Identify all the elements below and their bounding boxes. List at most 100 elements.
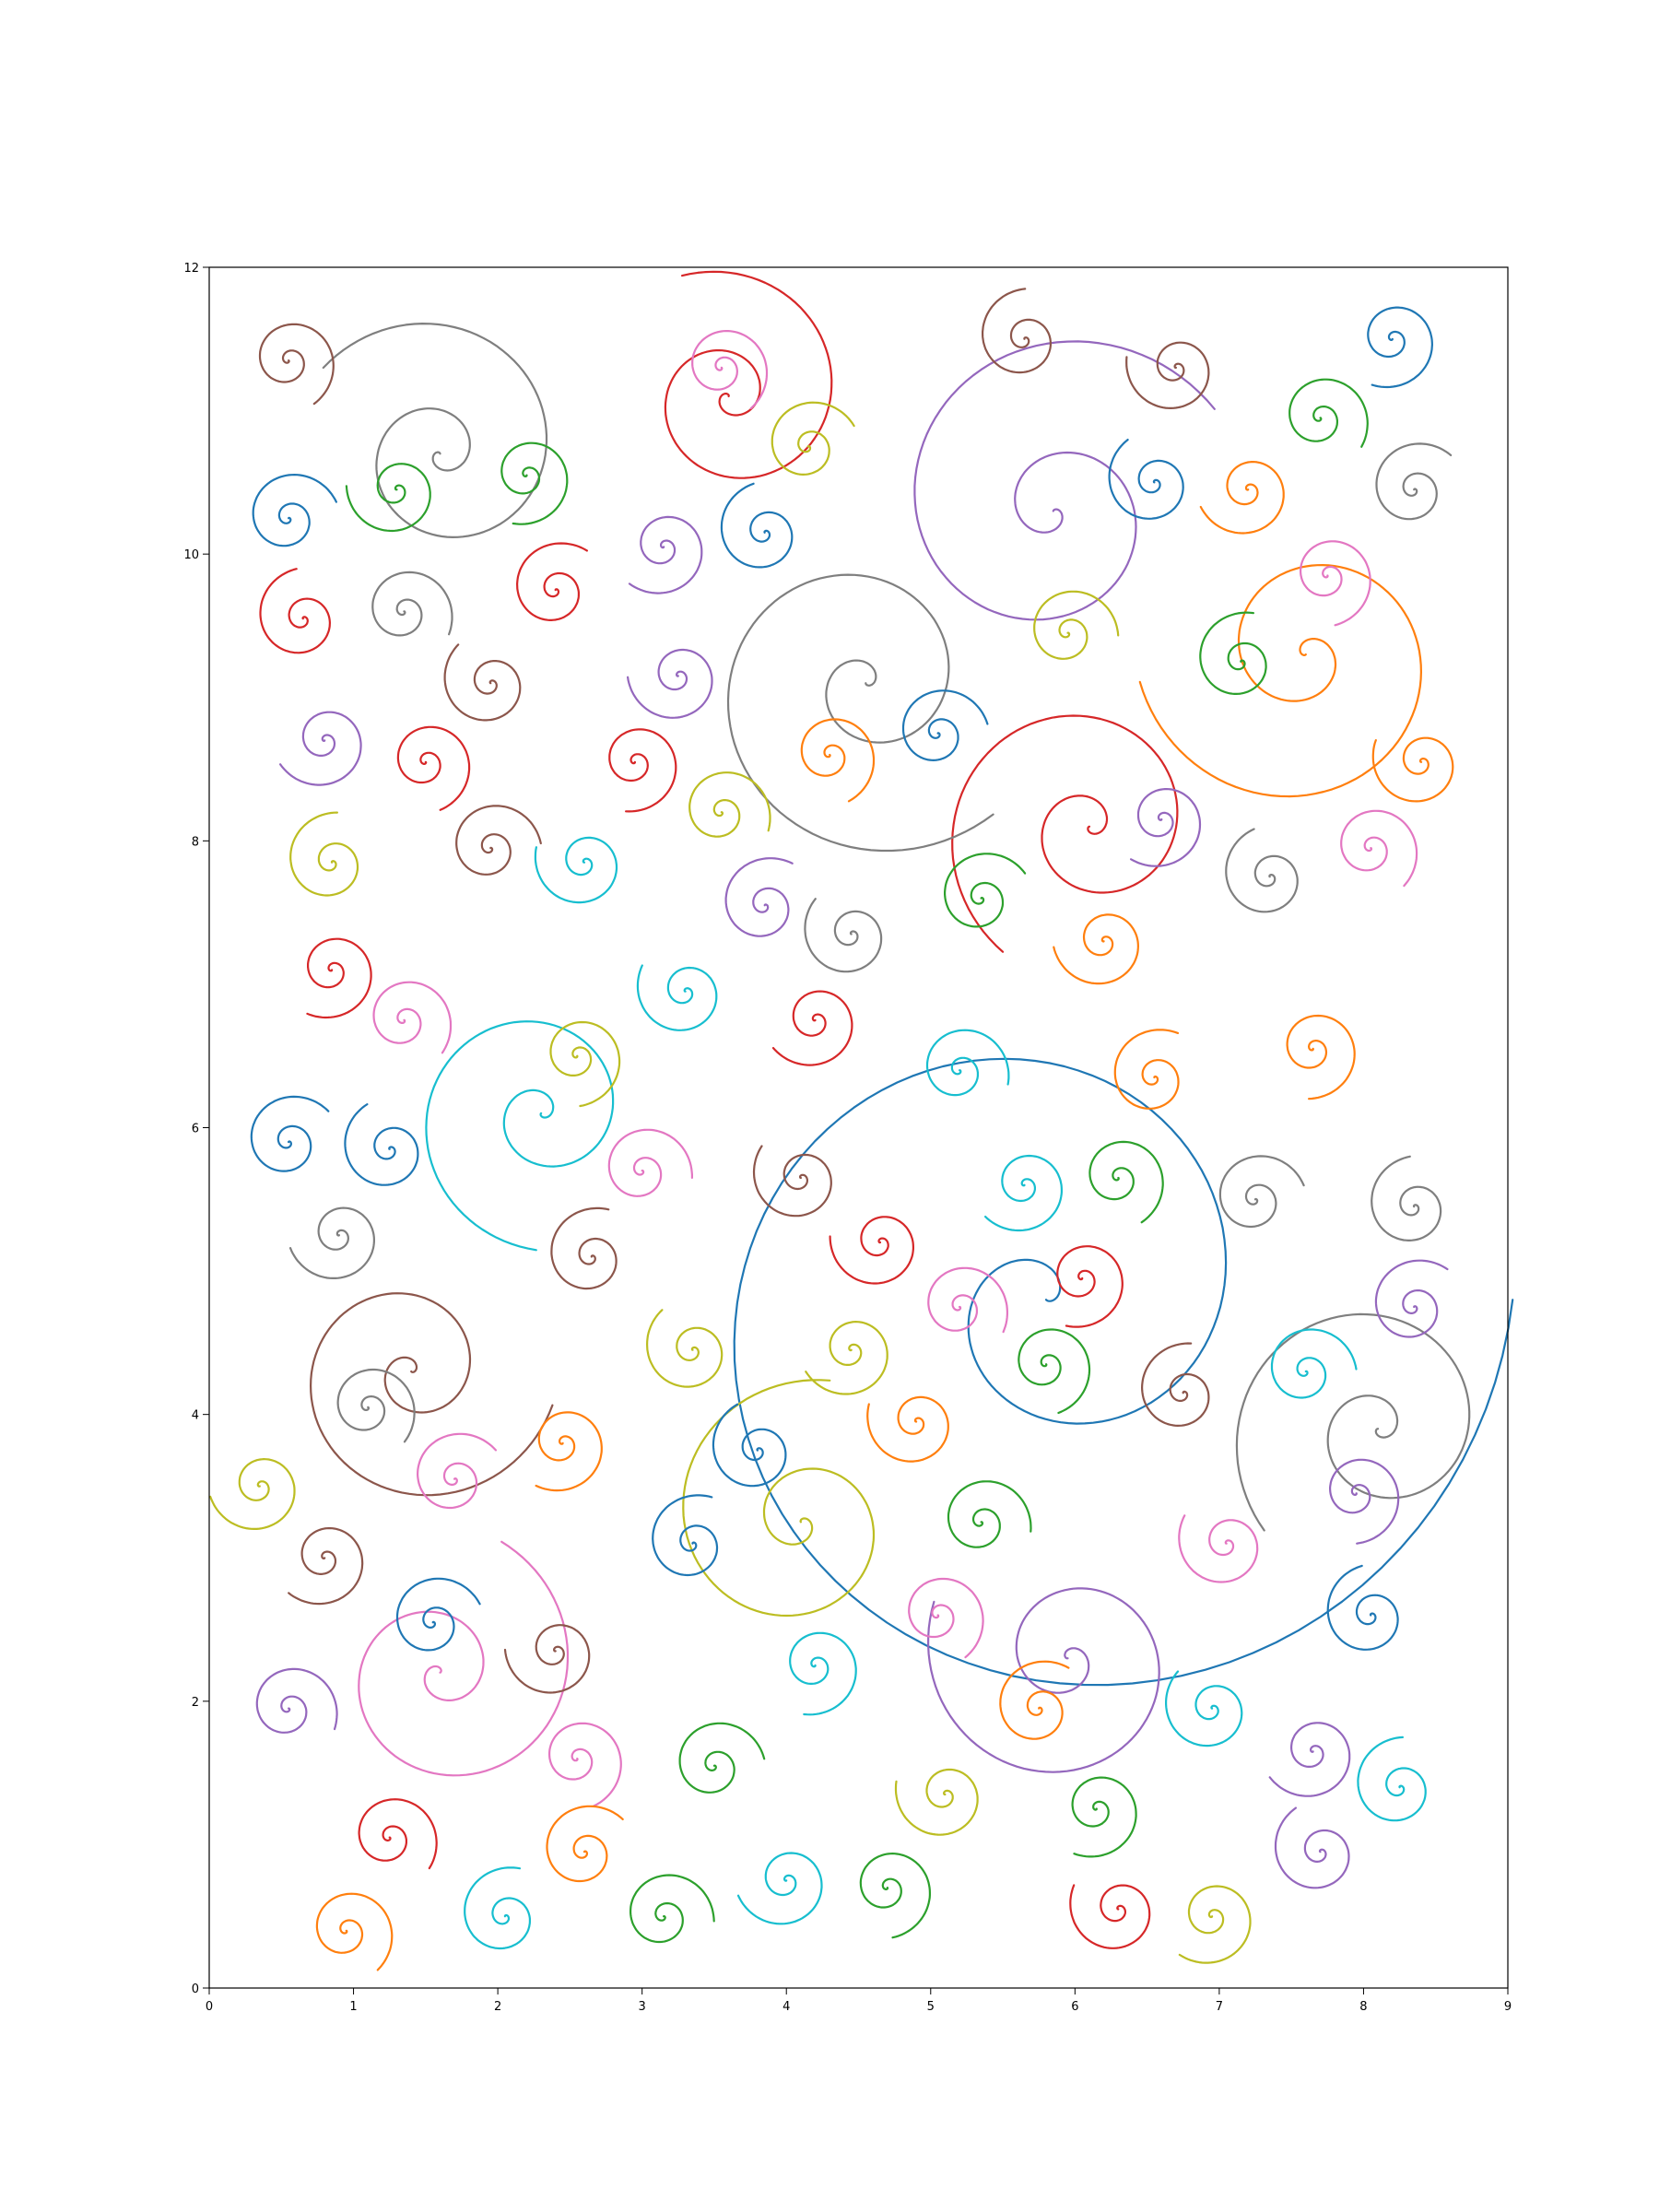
spiral-series-77 — [1018, 1328, 1091, 1415]
spiral-series-34 — [636, 964, 718, 1031]
spiral-series-108 — [736, 1852, 823, 1925]
spiral-series-2 — [927, 1587, 1160, 1773]
spiral-series-110 — [629, 1874, 715, 1944]
x-tick-label-8: 8 — [1359, 2000, 1367, 2014]
spiral-series-73 — [927, 1266, 1008, 1334]
spiral-series-7 — [1138, 564, 1422, 798]
spiral-series-51 — [1375, 442, 1453, 521]
spiral-series-103 — [894, 1768, 979, 1836]
spiral-series-63 — [1286, 1014, 1356, 1100]
spiral-series-62 — [1053, 913, 1139, 985]
spiral-series-24 — [289, 811, 359, 897]
x-tick-label-5: 5 — [927, 2000, 935, 2014]
spiral-series-14 — [252, 474, 337, 547]
spiral-series-81 — [535, 1411, 603, 1492]
spiral-series-16 — [345, 463, 431, 533]
spiral-series-15 — [259, 568, 331, 654]
x-tick-label-6: 6 — [1071, 2000, 1078, 2014]
spiral-series-52 — [1108, 439, 1184, 520]
y-tick-label-6: 12 — [183, 262, 199, 276]
spiral-series-72 — [1056, 1245, 1124, 1328]
spiral-series-53 — [1199, 461, 1285, 535]
x-tick-label-3: 3 — [639, 2000, 646, 2014]
spiral-series-106 — [546, 1805, 624, 1883]
x-tick-label-4: 4 — [782, 2000, 790, 2014]
spiral-series-92 — [395, 1577, 481, 1652]
spiral-series-21 — [279, 711, 362, 786]
spiral-series-69 — [1218, 1155, 1305, 1229]
spiral-series-26 — [306, 937, 372, 1019]
spiral-series-46 — [901, 689, 989, 761]
spiral-series-49 — [1367, 306, 1433, 389]
spiral-series-44 — [771, 990, 853, 1066]
x-tick-label-1: 1 — [349, 2000, 357, 2014]
spiral-series-47 — [982, 288, 1052, 374]
spiral-series-113 — [1178, 1885, 1252, 1964]
spiral-series-59 — [1340, 809, 1418, 888]
spiral-series-66 — [752, 1145, 832, 1218]
spiral-series-114 — [315, 1892, 394, 1971]
spiral-series-102 — [1357, 1735, 1427, 1822]
spiral-series-99 — [1268, 1722, 1351, 1797]
spiral-series-101 — [678, 1722, 766, 1794]
spiral-series-89 — [1178, 1514, 1259, 1583]
x-axis: 0 1 2 3 4 5 6 7 8 9 — [206, 1988, 1512, 2014]
y-tick-label-5: 10 — [183, 548, 199, 562]
spiral-series-10 — [358, 1540, 570, 1777]
spiral-series-96 — [255, 1667, 338, 1734]
spiral-series-80 — [866, 1395, 949, 1463]
spiral-series-76 — [805, 1321, 888, 1395]
spiral-series-31 — [549, 1020, 621, 1108]
spiral-series-57 — [1371, 736, 1454, 803]
spiral-series-6 — [664, 270, 833, 479]
spiral-series-97 — [999, 1660, 1070, 1740]
spiral-series-36 — [691, 330, 769, 410]
spiral-series-1 — [682, 1379, 876, 1618]
y-tick-label-3: 6 — [192, 1123, 199, 1136]
spiral-series-18 — [371, 571, 453, 637]
spiral-series-83 — [417, 1432, 497, 1510]
spiral-series-90 — [288, 1527, 364, 1606]
spiral-series-48 — [1125, 341, 1210, 409]
spiral-series-84 — [712, 1403, 787, 1488]
spiral-series-85 — [209, 1458, 296, 1530]
spiral-series-35 — [628, 515, 703, 594]
spiral-series-88 — [652, 1494, 719, 1577]
spiral-series-74 — [1374, 1259, 1449, 1338]
spiral-series-19 — [516, 542, 588, 621]
spiral-series-9 — [310, 1292, 554, 1497]
spiral-series-79 — [1141, 1342, 1210, 1427]
spiral-series-105 — [358, 1798, 438, 1870]
spiral-series-32 — [607, 1128, 693, 1197]
spiral-series-61 — [1225, 828, 1299, 913]
spiral-series-28 — [250, 1095, 330, 1172]
spiral-series-100 — [548, 1722, 622, 1807]
spiral-series-68 — [1088, 1140, 1164, 1224]
spiral-series-71 — [829, 1216, 914, 1285]
spiral-series-91 — [908, 1577, 984, 1659]
spiral-series-11 — [322, 323, 548, 538]
spiral-series-107 — [1274, 1806, 1350, 1889]
spiral-series-56 — [1199, 611, 1267, 695]
spiral-series-12 — [1235, 1312, 1471, 1532]
spiral-series-60 — [943, 853, 1027, 928]
spiral-series-50 — [1288, 378, 1369, 448]
spiral-series-30 — [288, 1206, 375, 1279]
y-axis: 0 2 4 6 8 10 12 — [183, 262, 209, 1996]
spiral-series-17 — [500, 441, 569, 525]
spiral-series-41 — [688, 771, 771, 838]
spiral-series-45 — [800, 718, 876, 803]
spiral-series-65 — [1113, 1029, 1180, 1110]
y-tick-label-2: 4 — [192, 1409, 199, 1423]
spiral-series-87 — [947, 1480, 1032, 1548]
spiral-series-33 — [550, 1206, 618, 1290]
x-tick-label-2: 2 — [494, 2000, 501, 2014]
spiral-series-27 — [372, 981, 453, 1054]
spiral-series-5 — [913, 340, 1216, 621]
spiral-series-109 — [859, 1853, 931, 1939]
spiral-series-93 — [1326, 1564, 1399, 1651]
spiral-series-104 — [1071, 1776, 1137, 1858]
spiral-series-112 — [1069, 1884, 1151, 1949]
spiral-series-40 — [608, 728, 677, 813]
